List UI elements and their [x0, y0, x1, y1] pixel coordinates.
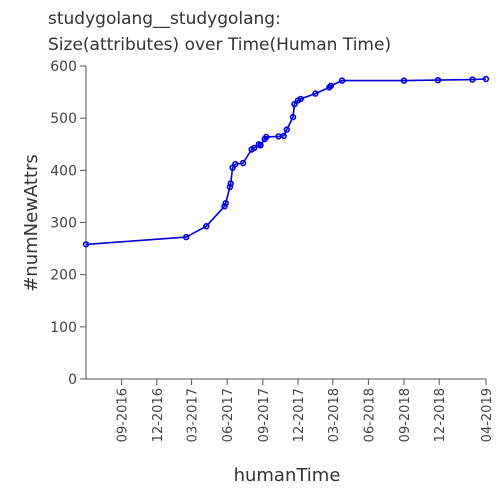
x-tick-label: 12-2017: [292, 388, 307, 442]
data-point: [280, 132, 287, 140]
series-line: [85, 78, 487, 246]
chart-title-line-1: studygolang__studygolang:: [48, 9, 281, 29]
data-point: [227, 180, 234, 187]
x-tick-label: 12-2018: [433, 388, 448, 442]
data-point: [251, 144, 258, 152]
data-point: [239, 159, 247, 167]
data-point: [312, 90, 319, 97]
data-point: [221, 203, 228, 210]
y-tick-label: 100: [50, 320, 77, 336]
data-point: [226, 183, 234, 191]
data-point: [400, 77, 408, 84]
y-axis-label: #numNewAttrs: [21, 154, 42, 292]
data-point: [482, 75, 490, 83]
x-tick-label: 03-2017: [186, 388, 201, 442]
y-tick-label: 400: [50, 163, 77, 179]
data-point: [203, 223, 210, 230]
data-point: [232, 160, 239, 168]
x-tick-label: 06-2017: [221, 388, 236, 442]
data-point: [222, 200, 229, 207]
data-point: [327, 82, 335, 90]
data-point: [291, 100, 298, 108]
data-point: [257, 142, 264, 149]
y-tick-label: 200: [50, 268, 77, 284]
data-point: [434, 76, 442, 84]
y-axis: 0 100 200 300 400 500 600: [50, 59, 87, 388]
data-point: [263, 133, 270, 141]
x-tick-label: 09-2017: [257, 388, 272, 442]
data-point: [183, 233, 190, 241]
y-tick-label: 300: [50, 216, 77, 232]
data-point: [82, 241, 90, 248]
data-point: [338, 77, 346, 84]
x-axis: 09-2016 12-2016 03-2017 06-2017 09-2017 12-20…: [86, 378, 495, 442]
chart-title-line-2: Size(attributes) over Time(Human Time): [48, 35, 391, 55]
x-tick-label: 12-2016: [151, 388, 166, 442]
data-point: [297, 95, 304, 103]
plot-area: [82, 75, 490, 248]
x-tick-label: 09-2016: [116, 388, 131, 442]
x-tick-label: 04-2019: [480, 388, 495, 442]
data-point: [289, 113, 297, 121]
x-axis-label: humanTime: [234, 465, 341, 486]
data-point: [469, 76, 476, 83]
x-tick-label: 03-2018: [327, 388, 342, 442]
y-tick-label: 600: [50, 59, 77, 75]
y-tick-label: 500: [50, 111, 77, 127]
x-tick-label: 09-2018: [398, 388, 413, 442]
y-tick-label: 0: [68, 372, 77, 388]
x-tick-label: 06-2018: [362, 388, 377, 442]
data-point: [283, 126, 290, 133]
